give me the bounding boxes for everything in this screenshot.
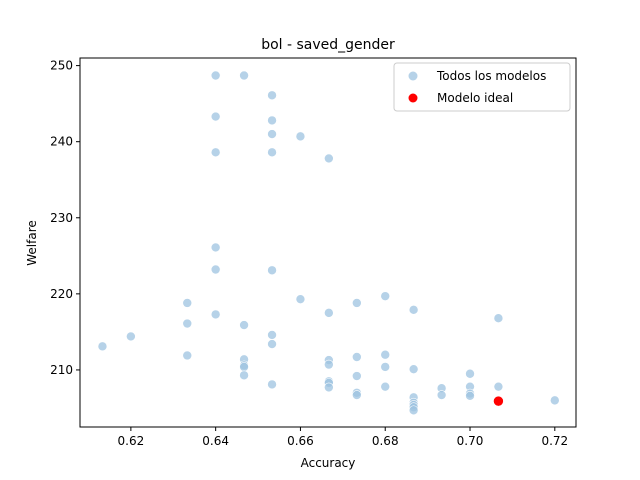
data-point-todos (465, 368, 475, 379)
data-point-todos (210, 309, 221, 320)
data-point-todos (352, 390, 362, 400)
data-point-todos (239, 320, 249, 330)
data-point-todos (210, 111, 221, 122)
legend-label-todos: Todos los modelos (436, 69, 546, 83)
data-point-todos (239, 70, 249, 81)
data-point-todos (465, 391, 475, 401)
axes-layer: 0.62 0.64 0.66 0.68 0.70 0.72 210 220 230 240 250 (50, 57, 577, 448)
x-tick-label: 0.64 (202, 434, 229, 448)
data-point-todos (267, 265, 277, 276)
y-tick-label: 220 (50, 287, 73, 301)
data-point-todos (324, 153, 334, 164)
data-point-todos (182, 298, 193, 308)
data-point-todos (324, 359, 334, 370)
data-point-todos (210, 147, 221, 158)
data-point-todos (210, 242, 221, 253)
legend-label-ideal: Modelo ideal (437, 91, 513, 105)
data-point-todos (267, 379, 277, 390)
x-tick-label: 0.62 (118, 434, 145, 448)
data-point-todos (97, 341, 108, 352)
data-point-todos (182, 350, 193, 361)
data-point-todos (493, 313, 504, 324)
data-point-todos (380, 349, 391, 360)
x-tick-label: 0.68 (372, 434, 399, 448)
data-point-todos (267, 115, 277, 126)
axes-frame (79, 57, 577, 428)
data-point-todos (295, 131, 306, 142)
legend-marker-ideal (408, 93, 418, 103)
data-point-ideal (493, 395, 504, 407)
x-tick-label: 0.72 (541, 434, 568, 448)
data-point-todos (380, 362, 391, 372)
y-tick-label: 230 (50, 211, 73, 225)
data-point-todos (352, 352, 362, 362)
data-point-todos (380, 291, 391, 301)
data-point-todos (408, 305, 419, 315)
data-point-todos (267, 90, 277, 101)
chart-title: bol - saved_gender (261, 37, 395, 53)
points-layer (97, 70, 560, 416)
data-point-todos (210, 264, 221, 275)
x-tick-label: 0.70 (457, 434, 484, 448)
data-point-todos (295, 294, 306, 304)
data-point-todos (436, 390, 447, 400)
legend: Todos los modelos Modelo ideal (393, 62, 571, 112)
x-tick-label: 0.66 (287, 434, 314, 448)
data-point-todos (380, 381, 391, 392)
data-point-todos (408, 405, 419, 416)
data-point-todos (408, 364, 419, 374)
data-point-todos (182, 318, 193, 329)
data-point-todos (210, 70, 221, 81)
y-tick-label: 240 (50, 135, 73, 149)
y-axis-label: Welfare (25, 220, 39, 266)
x-axis-label: Accuracy (301, 456, 356, 470)
legend-box (393, 62, 571, 112)
data-point-todos (239, 362, 249, 372)
data-point-todos (267, 330, 277, 340)
data-point-todos (267, 339, 277, 349)
data-point-todos (493, 381, 504, 392)
data-point-todos (324, 308, 334, 318)
data-point-todos (324, 382, 334, 393)
data-point-todos (267, 129, 277, 139)
legend-marker-todos (408, 71, 418, 81)
data-point-todos (239, 370, 249, 381)
y-tick-label: 210 (50, 363, 73, 377)
y-tick-label: 250 (50, 59, 73, 73)
data-point-todos (352, 298, 362, 308)
data-point-todos (352, 371, 362, 381)
data-point-todos (126, 331, 136, 342)
data-point-todos (267, 147, 277, 158)
data-point-todos (550, 395, 560, 406)
